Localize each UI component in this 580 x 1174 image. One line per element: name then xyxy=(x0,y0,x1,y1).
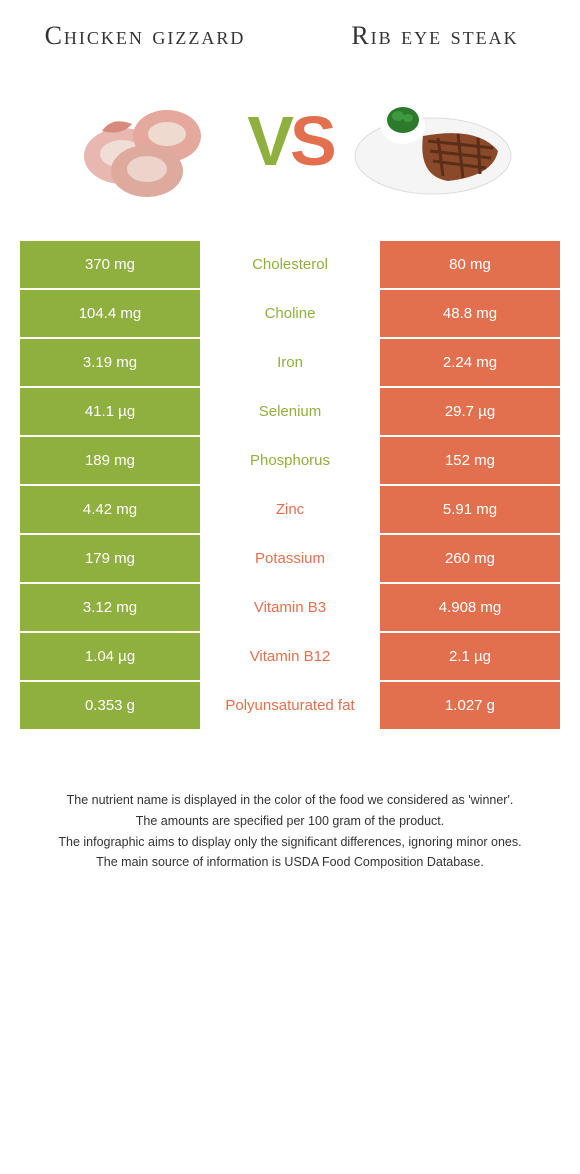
value-left: 370 mg xyxy=(20,241,200,288)
value-right: 4.908 mg xyxy=(380,584,560,631)
value-right: 48.8 mg xyxy=(380,290,560,337)
value-right: 152 mg xyxy=(380,437,560,484)
nutrient-label: Phosphorus xyxy=(200,437,380,484)
value-left: 41.1 µg xyxy=(20,388,200,435)
value-right: 5.91 mg xyxy=(380,486,560,533)
nutrient-label: Vitamin B12 xyxy=(200,633,380,680)
footer-line: The main source of information is USDA F… xyxy=(30,853,550,872)
food-image-left xyxy=(57,71,237,211)
value-right: 2.24 mg xyxy=(380,339,560,386)
table-row: 0.353 gPolyunsaturated fat1.027 g xyxy=(20,682,560,731)
value-right: 260 mg xyxy=(380,535,560,582)
nutrient-label: Choline xyxy=(200,290,380,337)
table-row: 189 mgPhosphorus152 mg xyxy=(20,437,560,486)
table-row: 3.12 mgVitamin B34.908 mg xyxy=(20,584,560,633)
value-left: 0.353 g xyxy=(20,682,200,729)
value-left: 104.4 mg xyxy=(20,290,200,337)
value-left: 1.04 µg xyxy=(20,633,200,680)
nutrient-label: Polyunsaturated fat xyxy=(200,682,380,729)
nutrient-label: Zinc xyxy=(200,486,380,533)
vs-v: V xyxy=(247,102,290,180)
value-right: 80 mg xyxy=(380,241,560,288)
value-left: 179 mg xyxy=(20,535,200,582)
value-left: 3.19 mg xyxy=(20,339,200,386)
table-row: 104.4 mgCholine48.8 mg xyxy=(20,290,560,339)
value-left: 3.12 mg xyxy=(20,584,200,631)
title-left: Chicken gizzard xyxy=(15,20,276,51)
nutrient-label: Potassium xyxy=(200,535,380,582)
table-row: 41.1 µgSelenium29.7 µg xyxy=(20,388,560,437)
table-row: 3.19 mgIron2.24 mg xyxy=(20,339,560,388)
vs-label: VS xyxy=(247,101,332,181)
table-row: 370 mgCholesterol80 mg xyxy=(20,241,560,290)
footer-line: The amounts are specified per 100 gram o… xyxy=(30,812,550,831)
footer-notes: The nutrient name is displayed in the co… xyxy=(30,791,550,874)
table-row: 1.04 µgVitamin B122.1 µg xyxy=(20,633,560,682)
value-right: 2.1 µg xyxy=(380,633,560,680)
comparison-table: 370 mgCholesterol80 mg104.4 mgCholine48.… xyxy=(20,241,560,731)
vs-s: S xyxy=(290,102,333,180)
table-row: 179 mgPotassium260 mg xyxy=(20,535,560,584)
nutrient-label: Selenium xyxy=(200,388,380,435)
header: Chicken gizzard Rib eye steak xyxy=(0,0,580,61)
value-right: 29.7 µg xyxy=(380,388,560,435)
value-left: 4.42 mg xyxy=(20,486,200,533)
value-right: 1.027 g xyxy=(380,682,560,729)
value-left: 189 mg xyxy=(20,437,200,484)
title-right: Rib eye steak xyxy=(305,20,566,51)
nutrient-label: Iron xyxy=(200,339,380,386)
table-row: 4.42 mgZinc5.91 mg xyxy=(20,486,560,535)
hero-row: VS xyxy=(0,61,580,241)
footer-line: The infographic aims to display only the… xyxy=(30,833,550,852)
food-image-right xyxy=(343,71,523,211)
footer-line: The nutrient name is displayed in the co… xyxy=(30,791,550,810)
nutrient-label: Cholesterol xyxy=(200,241,380,288)
nutrient-label: Vitamin B3 xyxy=(200,584,380,631)
